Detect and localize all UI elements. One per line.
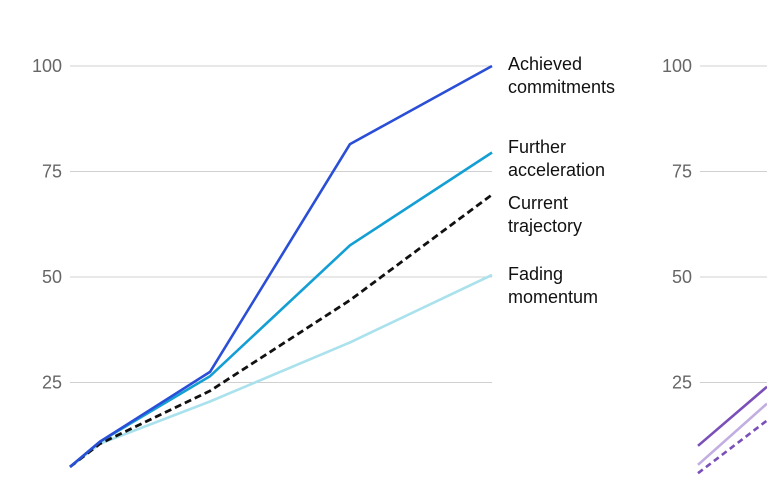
y-tick-label: 50 xyxy=(672,267,692,287)
series-label-line: Achieved xyxy=(508,54,582,74)
series-label-line: acceleration xyxy=(508,160,605,180)
series-label-line: trajectory xyxy=(508,216,582,236)
series-label-line: Fading xyxy=(508,264,563,284)
series-line xyxy=(69,64,493,468)
chart-2: 25 50 75 100 xyxy=(662,56,767,475)
y-tick-label: 100 xyxy=(662,56,692,76)
y-tick-label: 100 xyxy=(32,56,62,76)
series-label-line: momentum xyxy=(508,287,598,307)
series-line xyxy=(69,273,493,468)
y-tick-label: 75 xyxy=(42,162,62,182)
y-tick-label: 75 xyxy=(672,162,692,182)
series-line xyxy=(697,402,767,466)
y-tick-label: 25 xyxy=(672,373,692,393)
series-label-line: commitments xyxy=(508,77,615,97)
series-label-line: Further xyxy=(508,137,566,157)
y-tick-label: 25 xyxy=(42,373,62,393)
series-label: Achieved commitments xyxy=(508,54,615,97)
series-line xyxy=(697,385,767,447)
series-label-line: Current xyxy=(508,193,568,213)
series-label: Fading momentum xyxy=(508,264,598,307)
series-label: Further acceleration xyxy=(508,137,605,180)
series-label: Current trajectory xyxy=(508,193,582,236)
chart-1: 25 50 75 100 Achieved commitments Further accel… xyxy=(32,54,615,469)
series-line xyxy=(69,193,493,469)
y-tick-label: 50 xyxy=(42,267,62,287)
series-line xyxy=(697,419,767,475)
